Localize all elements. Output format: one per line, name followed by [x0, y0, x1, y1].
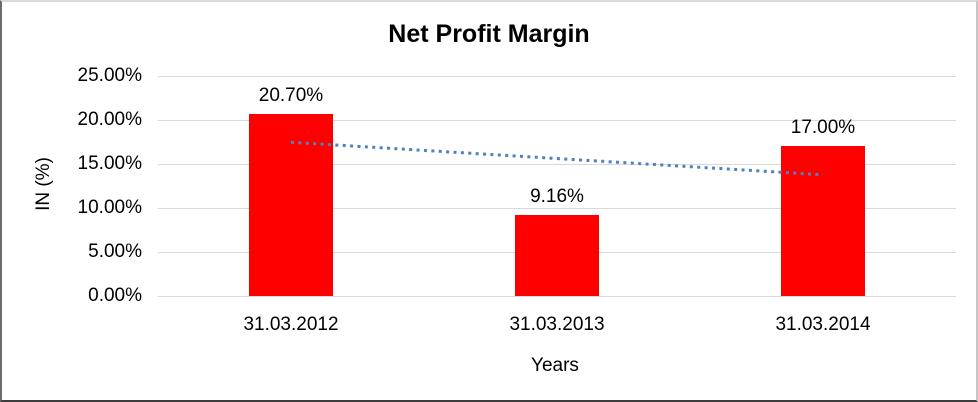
y-tick-label: 25.00%	[77, 65, 142, 86]
gridline	[158, 76, 956, 77]
y-tick-label: 5.00%	[88, 241, 142, 262]
x-axis-title: Years	[531, 355, 579, 376]
chart-bar	[781, 146, 865, 296]
chart-bar	[515, 215, 599, 296]
chart-title: Net Profit Margin	[388, 20, 590, 48]
x-tick-label: 31.03.2014	[775, 314, 871, 335]
gridline	[158, 208, 956, 209]
gridline	[158, 120, 956, 121]
gridline	[158, 296, 956, 297]
x-tick-label: 31.03.2012	[243, 314, 339, 335]
y-tick-label: 10.00%	[77, 197, 142, 218]
x-tick-label: 31.03.2013	[509, 314, 605, 335]
chart-bar	[249, 113, 333, 296]
y-tick-label: 0.00%	[88, 285, 142, 306]
y-tick-label: 20.00%	[77, 109, 142, 130]
bar-value-label: 9.16%	[530, 186, 584, 208]
trendline-path	[290, 140, 824, 177]
bar-value-label: 20.70%	[258, 84, 324, 106]
bar-value-label: 17.00%	[790, 117, 856, 139]
y-tick-label: 15.00%	[77, 153, 142, 174]
